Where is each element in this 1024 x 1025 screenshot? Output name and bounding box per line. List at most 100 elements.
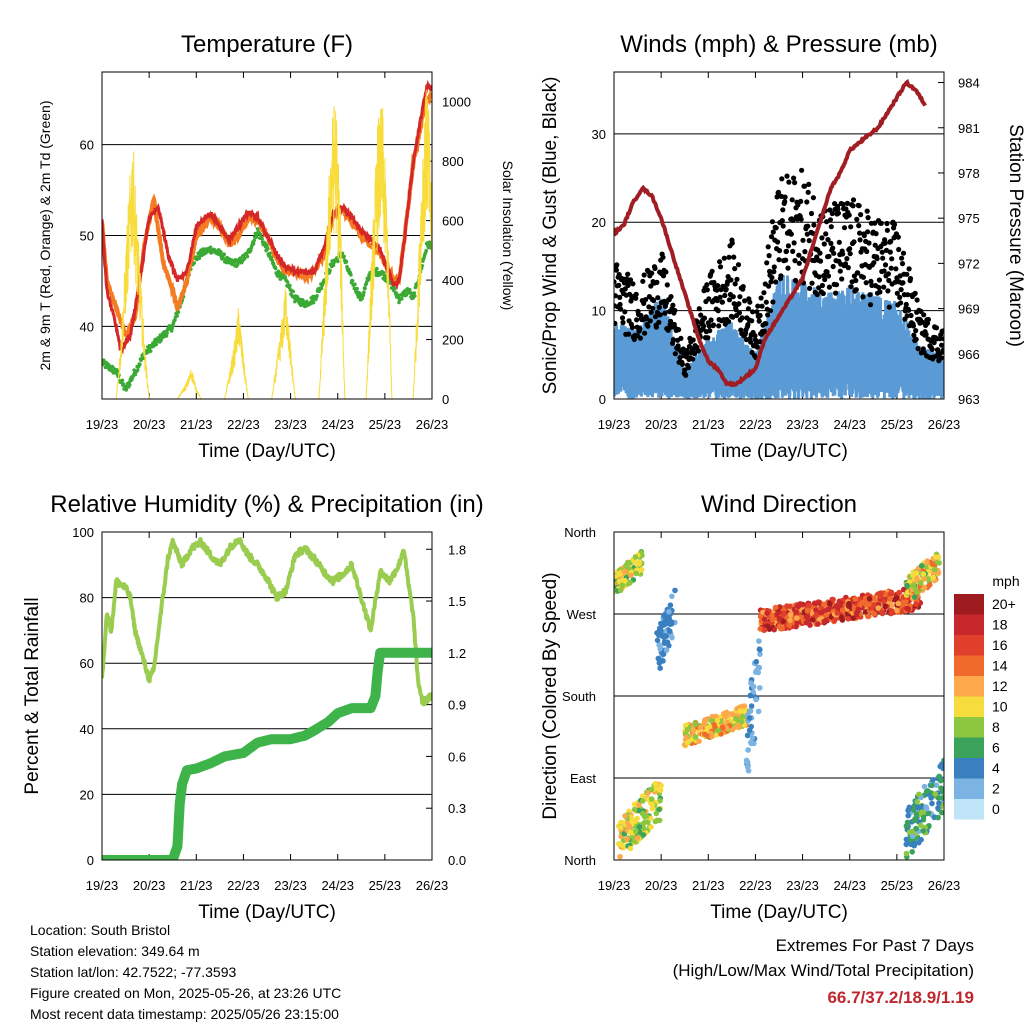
dewpoint-point bbox=[315, 294, 319, 298]
gust-point bbox=[657, 312, 663, 318]
direction-point bbox=[831, 617, 838, 624]
dewpoint-point bbox=[268, 251, 272, 256]
speed-legend-label: 12 bbox=[992, 678, 1008, 694]
temperature-xlabel: Time (Day/UTC) bbox=[198, 441, 336, 462]
gust-point bbox=[858, 212, 864, 218]
temperature-panel: Temperature (F) Time (Day/UTC) 2m & 9m T (… bbox=[37, 31, 516, 462]
gust-point bbox=[929, 346, 935, 352]
wind_direction-xtick-label: 20/23 bbox=[645, 878, 678, 893]
dewpoint-point bbox=[328, 268, 332, 273]
gust-point bbox=[805, 223, 811, 229]
direction-point bbox=[702, 731, 708, 738]
gust-point bbox=[900, 280, 906, 286]
gust-point bbox=[899, 255, 905, 261]
direction-point bbox=[891, 596, 898, 603]
wind-speed-series bbox=[614, 275, 944, 399]
direction-point bbox=[903, 836, 910, 843]
gust-point bbox=[800, 237, 806, 243]
gust-point bbox=[732, 281, 738, 287]
gust-point bbox=[804, 199, 810, 205]
gust-point bbox=[672, 351, 678, 357]
direction-point bbox=[882, 603, 888, 609]
direction-point bbox=[911, 842, 917, 849]
gust-point bbox=[748, 339, 754, 345]
gust-point bbox=[756, 318, 762, 324]
direction-point bbox=[662, 628, 668, 635]
direction-point bbox=[930, 777, 936, 783]
gust-point bbox=[940, 328, 944, 334]
gust-point bbox=[806, 181, 812, 187]
precip-series-line bbox=[102, 647, 432, 860]
gust-point bbox=[798, 198, 804, 204]
direction-point bbox=[748, 740, 755, 747]
gust-point bbox=[778, 273, 784, 279]
speed-legend-label: 20+ bbox=[992, 596, 1016, 612]
humidity-xtick-label: 22/23 bbox=[227, 878, 260, 893]
dewpoint-point bbox=[344, 259, 349, 264]
speed-legend-label: 16 bbox=[992, 637, 1008, 653]
gust-point bbox=[833, 290, 839, 296]
direction-point bbox=[617, 853, 623, 860]
speed-legend-swatch bbox=[954, 635, 984, 656]
gust-point bbox=[614, 279, 617, 285]
gust-point bbox=[811, 222, 817, 228]
direction-point bbox=[657, 787, 664, 793]
gust-point bbox=[629, 324, 636, 331]
gust-point bbox=[655, 295, 661, 301]
gust-point bbox=[827, 217, 834, 223]
gust-point bbox=[837, 268, 843, 274]
gust-point bbox=[826, 284, 833, 290]
gust-point bbox=[643, 297, 649, 303]
gust-point bbox=[867, 302, 874, 308]
direction-point bbox=[729, 726, 736, 733]
direction-point bbox=[912, 586, 919, 593]
gust-point bbox=[819, 235, 825, 241]
direction-point bbox=[764, 623, 771, 629]
humidity-ytick-label: 0 bbox=[87, 853, 94, 868]
gust-point bbox=[783, 257, 789, 263]
direction-point bbox=[798, 614, 804, 620]
gust-point bbox=[822, 276, 828, 283]
direction-point bbox=[757, 646, 763, 653]
speed-legend-label: 10 bbox=[992, 699, 1008, 715]
gust-point bbox=[912, 290, 918, 296]
gust-point bbox=[848, 284, 854, 290]
direction-point bbox=[866, 601, 872, 607]
winds-y2tick-label: 978 bbox=[958, 166, 980, 181]
gust-point bbox=[627, 291, 633, 297]
gust-point bbox=[726, 254, 732, 260]
direction-point bbox=[755, 669, 762, 676]
insolation-series-line bbox=[102, 89, 432, 399]
gust-point bbox=[626, 331, 632, 337]
gust-point bbox=[617, 301, 623, 308]
dewpoint-point bbox=[176, 310, 181, 314]
gust-point bbox=[826, 253, 832, 259]
winds-ylabel: Sonic/Prop Wind & Gust (Blue, Black) bbox=[540, 77, 561, 395]
direction-point bbox=[739, 713, 746, 720]
gust-point bbox=[664, 282, 670, 288]
gust-point bbox=[939, 342, 944, 348]
winds-title: Winds (mph) & Pressure (mb) bbox=[620, 31, 937, 58]
winds-y2tick-label: 966 bbox=[958, 347, 980, 362]
direction-point bbox=[940, 786, 944, 793]
direction-point bbox=[620, 820, 626, 826]
gust-point bbox=[722, 292, 728, 299]
direction-point bbox=[755, 708, 762, 715]
direction-point bbox=[916, 791, 922, 798]
gust-point bbox=[630, 281, 636, 287]
gust-point bbox=[796, 252, 802, 258]
dewpoint-point bbox=[164, 334, 169, 338]
direction-point bbox=[667, 619, 673, 626]
direction-point bbox=[909, 833, 916, 839]
gust-point bbox=[745, 322, 751, 328]
gust-point bbox=[817, 258, 824, 264]
humidity-title: Relative Humidity (%) & Precipitation (i… bbox=[50, 491, 483, 518]
direction-point bbox=[748, 703, 755, 709]
dewpoint-point bbox=[393, 286, 397, 291]
direction-point bbox=[839, 607, 846, 613]
gust-point bbox=[637, 326, 643, 332]
humidity-ytick-label: 40 bbox=[80, 722, 94, 737]
speed-legend-label: 4 bbox=[992, 760, 1000, 776]
gust-point bbox=[856, 203, 862, 209]
gust-point bbox=[767, 268, 773, 274]
